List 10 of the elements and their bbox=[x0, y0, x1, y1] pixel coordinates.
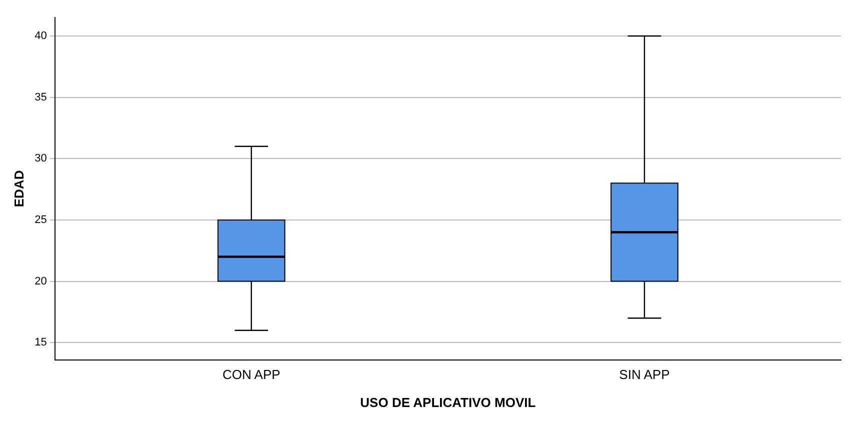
y-tick-label: 25 bbox=[34, 214, 47, 226]
y-tick-label: 35 bbox=[34, 91, 47, 104]
x-axis-title: USO DE APLICATIVO MOVIL bbox=[360, 394, 536, 410]
x-tick-label: CON APP bbox=[222, 367, 280, 382]
y-axis-title: EDAD bbox=[11, 170, 26, 208]
y-tick-label: 30 bbox=[34, 152, 47, 165]
y-tick-label: 20 bbox=[34, 275, 47, 288]
y-tick-label: 15 bbox=[34, 336, 47, 349]
y-tick-label: 40 bbox=[34, 30, 47, 42]
x-tick-label: SIN APP bbox=[619, 367, 670, 382]
